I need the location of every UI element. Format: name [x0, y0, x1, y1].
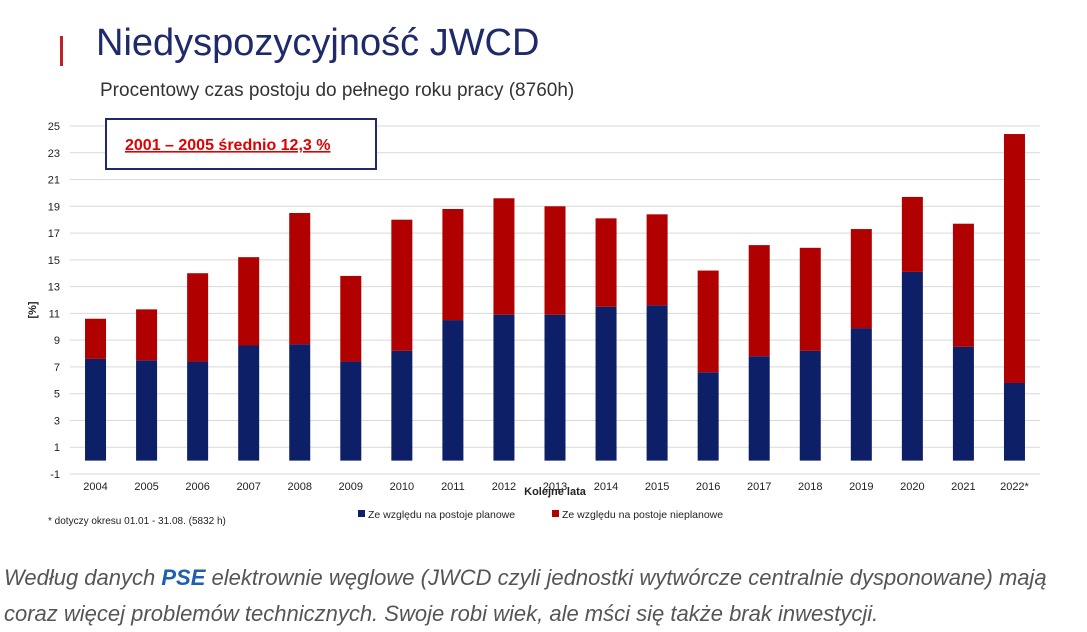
bar-planned: [238, 345, 260, 461]
bar-unplanned: [289, 213, 311, 345]
bar-planned: [850, 328, 872, 461]
x-tick-label: 2014: [594, 481, 618, 493]
x-tick-label: 2005: [134, 481, 158, 493]
x-tick-label: 2012: [492, 481, 516, 493]
bar-planned: [493, 314, 515, 461]
bar-unplanned: [442, 208, 464, 321]
bar-planned: [799, 350, 821, 461]
x-tick-label: 2021: [951, 481, 975, 493]
x-tick-label: 2010: [390, 481, 414, 493]
bar-planned: [748, 356, 770, 461]
legend-swatch-planned: [358, 510, 365, 517]
y-tick-label: 5: [54, 389, 60, 401]
x-tick-label: 2009: [339, 481, 363, 493]
bar-planned: [646, 305, 668, 461]
bar-unplanned: [646, 214, 668, 306]
slide: Niedyspozycyjność JWCD Procentowy czas p…: [27, 22, 1040, 527]
bar-unplanned: [799, 247, 821, 351]
article-caption: Według danych PSE elektrownie węglowe (J…: [0, 542, 1087, 632]
x-axis-label: Kolejne lata: [524, 486, 587, 498]
bar-planned: [85, 358, 107, 461]
y-tick-label: -1: [50, 469, 60, 481]
bar-unplanned: [238, 257, 260, 346]
title-accent-bar: [60, 36, 63, 66]
footnote: * dotyczy okresu 01.01 - 31.08. (5832 h): [48, 516, 226, 527]
y-tick-label: 19: [48, 201, 60, 213]
x-tick-label: 2022*: [1000, 481, 1029, 493]
bar-planned: [544, 314, 566, 461]
bars: [85, 134, 1025, 461]
x-tick-label: 2007: [236, 481, 260, 493]
legend-swatch-unplanned: [552, 510, 559, 517]
bar-unplanned: [901, 196, 923, 272]
x-tick-label: 2011: [441, 481, 465, 493]
bar-unplanned: [85, 318, 107, 359]
bar-unplanned: [850, 229, 872, 329]
bar-unplanned: [493, 198, 515, 315]
y-tick-label: 25: [48, 121, 60, 133]
bar-planned: [901, 271, 923, 461]
bar-unplanned: [544, 206, 566, 315]
bar-unplanned: [187, 273, 209, 362]
pse-link[interactable]: PSE: [161, 565, 206, 590]
x-tick-label: 2008: [287, 481, 311, 493]
y-tick-label: 3: [54, 415, 60, 427]
x-tick-label: 2015: [645, 481, 669, 493]
y-tick-label: 11: [49, 308, 60, 320]
x-tick-label: 2016: [696, 481, 720, 493]
bar-unplanned: [1003, 134, 1025, 383]
bar-planned: [697, 372, 719, 461]
caption-text: Według danych PSE elektrownie węglowe (J…: [0, 542, 1087, 632]
bar-planned: [136, 360, 158, 461]
x-tick-label: 2020: [900, 481, 924, 493]
bar-planned: [595, 306, 617, 461]
slide-title: Niedyspozycyjność JWCD: [96, 22, 540, 64]
annotation-text: 2001 – 2005 średnio 12,3 %: [125, 137, 330, 154]
x-axis-tick-labels: 2004 2005 2006 2007 2008 2009 2010 2011 2012 2013…: [83, 481, 1029, 493]
caption-text-after: elektrownie węglowe (JWCD czyli jednostk…: [4, 565, 1047, 626]
y-tick-label: 17: [48, 228, 60, 240]
bar-planned: [391, 350, 413, 461]
x-tick-label: 2013: [543, 481, 567, 493]
y-tick-label: 23: [48, 148, 60, 160]
y-tick-label: 9: [54, 335, 60, 347]
x-tick-label: 2018: [798, 481, 822, 493]
bar-planned: [289, 344, 311, 461]
x-tick-label: 2017: [747, 481, 771, 493]
x-tick-label: 2019: [849, 481, 873, 493]
x-tick-label: 2006: [185, 481, 209, 493]
y-tick-label: 13: [48, 282, 60, 294]
bar-unplanned: [697, 270, 719, 373]
x-tick-label: 2004: [83, 481, 107, 493]
bar-unplanned: [391, 219, 413, 351]
bar-planned: [340, 361, 362, 461]
bar-planned: [1003, 382, 1025, 461]
legend-label-planned: Ze względu na postoje planowe: [368, 509, 515, 521]
caption-text-before: Według danych: [4, 565, 162, 590]
bar-planned: [187, 361, 209, 461]
bar-unplanned: [340, 275, 362, 362]
bar-unplanned: [748, 245, 770, 357]
legend-label-unplanned: Ze względu na postoje nieplanowe: [562, 509, 723, 521]
y-tick-label: 7: [54, 362, 60, 374]
y-tick-label: 1: [54, 442, 60, 454]
bar-planned: [442, 320, 464, 461]
y-tick-label: 15: [48, 255, 60, 267]
slide-subtitle: Procentowy czas postoju do pełnego roku …: [100, 80, 575, 101]
bar-unplanned: [136, 309, 158, 361]
y-tick-label: 21: [48, 175, 60, 187]
bar-unplanned: [952, 223, 974, 347]
bar-unplanned: [595, 218, 617, 307]
annotation-box: [105, 118, 377, 170]
bar-planned: [952, 346, 974, 461]
y-axis-label: [%]: [27, 301, 39, 318]
